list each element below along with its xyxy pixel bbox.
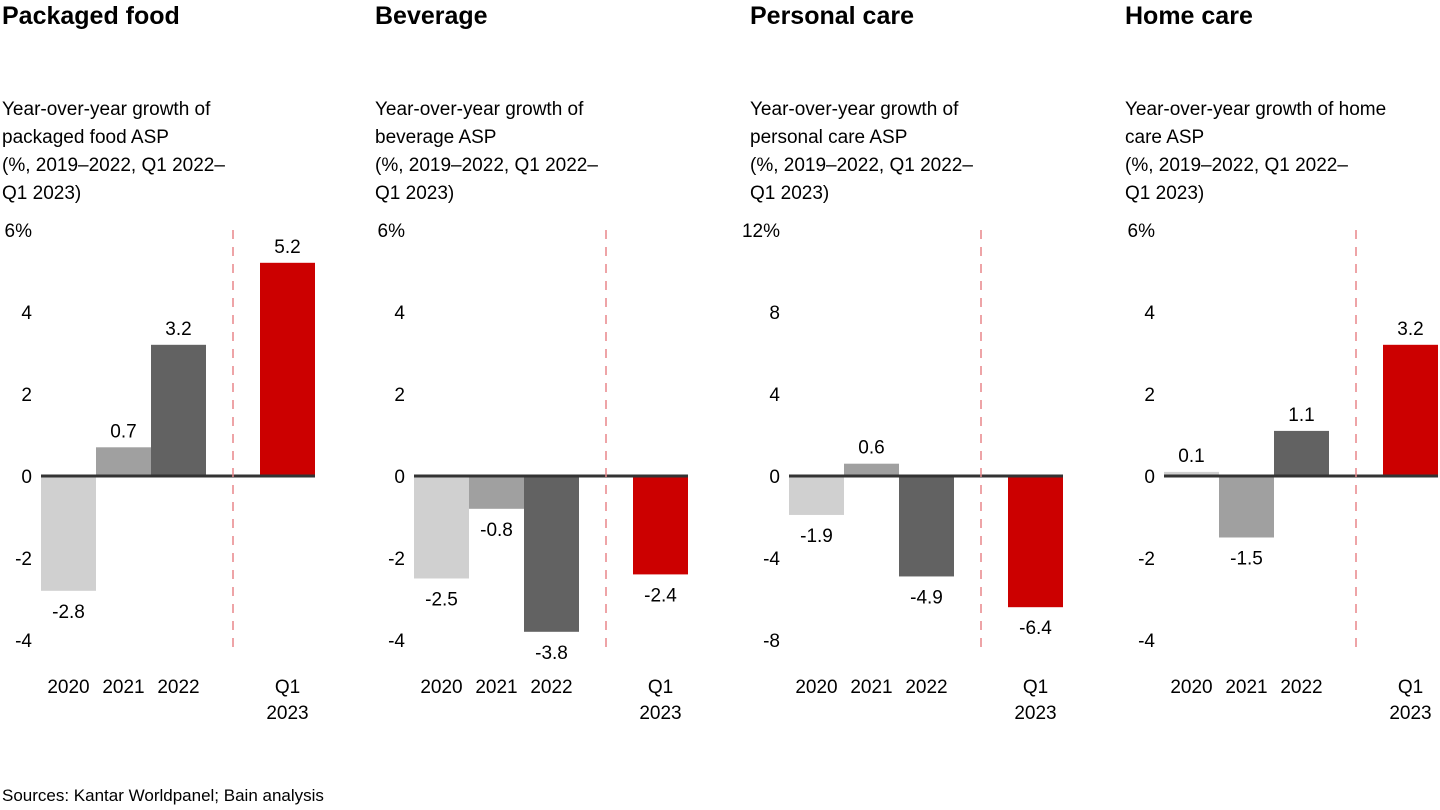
y-tick-label: -8 — [763, 631, 780, 652]
bar-2020 — [41, 476, 96, 591]
bar-q1-2023 — [1008, 476, 1063, 608]
panel-personal-care: Personal care Year-over-year growth of p… — [742, 0, 1110, 760]
sources-footnote: Sources: Kantar Worldpanel; Bain analysi… — [2, 786, 324, 805]
data-label: 0.7 — [110, 421, 136, 442]
bar-chart: 12% 8 4 0 -4 -8 -1.9 0.6 -4.9 -6.4 2020 2021 2022 Q1 2… — [742, 221, 1063, 724]
category-label: 2020 — [795, 677, 837, 698]
bar-2022 — [1274, 430, 1329, 476]
data-label: 3.2 — [1397, 319, 1423, 340]
y-tick-label: -4 — [15, 631, 32, 652]
y-tick-label: 2 — [1144, 385, 1155, 406]
data-label: -2.4 — [644, 585, 677, 606]
bar-q1-2023 — [633, 476, 688, 575]
y-tick-label: 4 — [21, 303, 32, 324]
bar-chart: 6% 4 2 0 -2 -4 -2.5 -0.8 -3.8 -2.4 2020 2021 2022 Q1 2… — [378, 221, 688, 724]
panel-title: Beverage — [375, 2, 488, 30]
y-tick-label: 0 — [1144, 467, 1155, 488]
category-label: Q1 — [648, 677, 673, 698]
panel-packaged-food: Packaged food Year-over-year growth of p… — [2, 0, 362, 760]
y-tick-label: 2 — [21, 385, 32, 406]
bar-2022 — [899, 476, 954, 577]
category-label: 2022 — [157, 677, 199, 698]
y-tick-label: 4 — [1144, 303, 1155, 324]
bar-q1-2023 — [1383, 344, 1438, 476]
bar-chart: 6% 4 2 0 -2 -4 0.1 -1.5 1.1 3.2 2020 2021 2022 Q1 2023 — [1128, 221, 1438, 724]
panel-title: Home care — [1125, 2, 1253, 30]
data-label: 0.6 — [858, 438, 884, 459]
data-label: -1.9 — [800, 526, 833, 547]
data-label: -2.5 — [425, 590, 458, 611]
bar-q1-2023 — [260, 262, 315, 476]
category-label: 2023 — [1014, 703, 1056, 724]
y-tick-label: 4 — [769, 385, 780, 406]
category-label: 2021 — [475, 677, 517, 698]
category-label: 2022 — [905, 677, 947, 698]
panel-subtitle: Year-over-year growth of packaged food A… — [2, 99, 225, 204]
category-label: 2023 — [1389, 703, 1431, 724]
data-label: 1.1 — [1288, 405, 1314, 426]
y-tick-label: -2 — [388, 549, 405, 570]
panel-title: Personal care — [750, 2, 914, 30]
category-label: 2020 — [47, 677, 89, 698]
category-label: 2021 — [102, 677, 144, 698]
bar-2020 — [414, 476, 469, 579]
data-label: 5.2 — [274, 237, 300, 258]
y-tick-label: 4 — [394, 303, 405, 324]
y-tick-label: 6% — [1128, 221, 1156, 242]
bar-2021 — [96, 447, 151, 476]
data-label: -2.8 — [52, 602, 85, 623]
y-tick-label: 0 — [394, 467, 405, 488]
data-label: 0.1 — [1178, 446, 1204, 467]
panel-subtitle: Year-over-year growth of personal care A… — [750, 99, 973, 204]
category-label: Q1 — [1398, 677, 1423, 698]
y-tick-label: 12% — [742, 221, 780, 242]
bar-2021 — [1219, 476, 1274, 538]
bar-chart: 6% 4 2 0 -2 -4 -2.8 0.7 3.2 5.2 2020 2021 2022 Q1 2023 — [5, 221, 315, 724]
bar-2022 — [524, 476, 579, 632]
y-tick-label: 2 — [394, 385, 405, 406]
category-label: 2021 — [850, 677, 892, 698]
category-label: Q1 — [275, 677, 300, 698]
bar-2021 — [844, 463, 899, 476]
bar-2020 — [1164, 471, 1219, 476]
category-label: 2022 — [1280, 677, 1322, 698]
category-label: 2023 — [266, 703, 308, 724]
y-tick-label: -4 — [763, 549, 780, 570]
category-label: 2020 — [1170, 677, 1212, 698]
y-tick-label: 0 — [769, 467, 780, 488]
category-label: 2021 — [1225, 677, 1267, 698]
data-label: -1.5 — [1230, 549, 1263, 570]
category-label: 2023 — [639, 703, 681, 724]
category-label: 2022 — [530, 677, 572, 698]
panel-beverage: Beverage Year-over-year growth of bevera… — [375, 0, 735, 760]
y-tick-label: -4 — [1138, 631, 1155, 652]
category-label: Q1 — [1023, 677, 1048, 698]
y-tick-label: -2 — [1138, 549, 1155, 570]
panel-home-care: Home care Year-over-year growth of home … — [1125, 0, 1440, 760]
bar-2022 — [151, 344, 206, 476]
data-label: -6.4 — [1019, 618, 1052, 639]
y-tick-label: 6% — [5, 221, 33, 242]
y-tick-label: 0 — [21, 467, 32, 488]
category-label: 2020 — [420, 677, 462, 698]
data-label: -4.9 — [910, 587, 943, 608]
data-label: -0.8 — [480, 520, 513, 541]
data-label: 3.2 — [165, 319, 191, 340]
y-tick-label: -4 — [388, 631, 405, 652]
bar-2021 — [469, 476, 524, 509]
panel-subtitle: Year-over-year growth of beverage ASP (%… — [375, 99, 598, 204]
panel-subtitle: Year-over-year growth of home care ASP (… — [1125, 99, 1387, 204]
y-tick-label: 8 — [769, 303, 780, 324]
bar-2020 — [789, 476, 844, 515]
panel-title: Packaged food — [2, 2, 180, 30]
y-tick-label: 6% — [378, 221, 406, 242]
y-tick-label: -2 — [15, 549, 32, 570]
data-label: -3.8 — [535, 643, 568, 664]
